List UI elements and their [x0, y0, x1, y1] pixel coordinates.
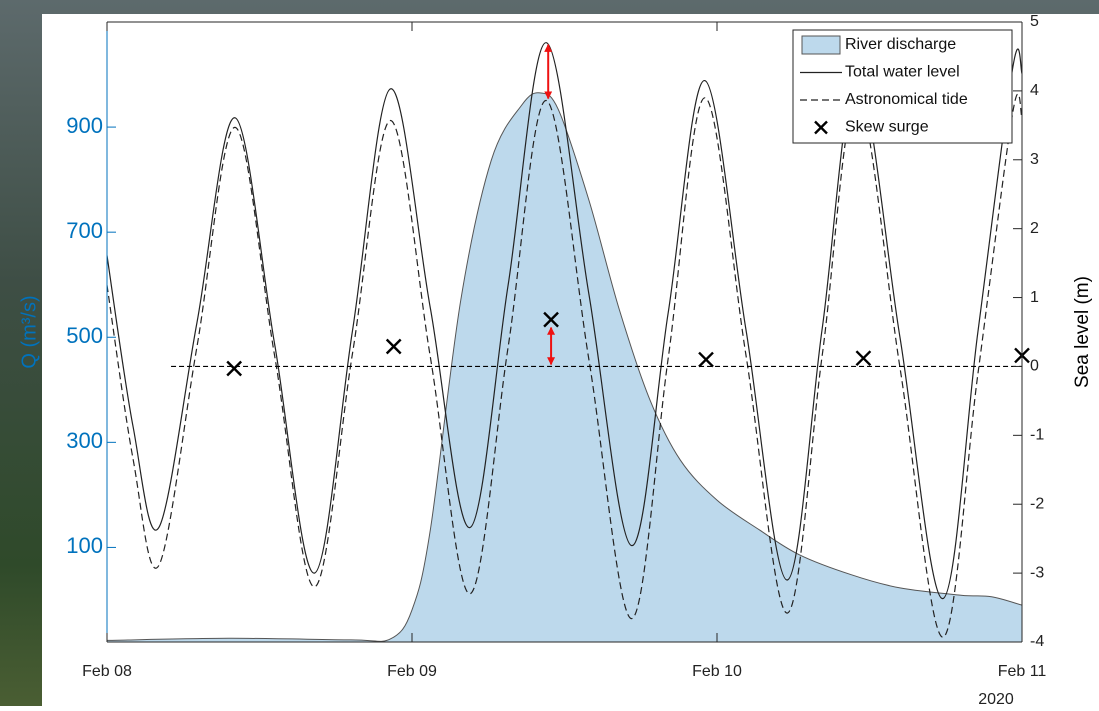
- legend-label: Astronomical tide: [845, 91, 968, 108]
- y-tick-label: 900: [66, 113, 103, 138]
- y2-axis-label: Sea level (m): [1072, 276, 1093, 388]
- y-tick-label: 300: [66, 428, 103, 453]
- y2-tick-label: 1: [1030, 289, 1039, 306]
- total-water-level-line: [107, 42, 1022, 600]
- skew-surge-marker: [698, 351, 714, 368]
- y2-tick-label: 2: [1030, 220, 1039, 237]
- y2-tick-label: 4: [1030, 82, 1039, 99]
- y2-tick-label: -2: [1030, 495, 1044, 512]
- skew-surge-marker: [543, 311, 559, 328]
- y-tick-label: 100: [66, 533, 103, 558]
- astronomical-tide-line: [107, 93, 1022, 638]
- legend-label: Total water level: [845, 64, 960, 81]
- y2-tick-label: -4: [1030, 633, 1044, 650]
- y2-tick-label: -1: [1030, 427, 1044, 444]
- y-tick-label: 700: [66, 218, 103, 243]
- x-tick-label: Feb 09: [387, 663, 437, 680]
- legend-swatch: [814, 120, 828, 135]
- plot-area: 100 300 500 700 900 -4 -3 -2 -1 0 1 2 3 4 5 Feb 08 Feb 0…: [18, 13, 1046, 680]
- x-tick-label: Feb 10: [692, 663, 742, 680]
- legend-label: Skew surge: [845, 119, 929, 136]
- y2-tick-label: -3: [1030, 564, 1044, 581]
- y-axis-label: Q (m³/s): [18, 295, 40, 368]
- skew-surge-marker: [855, 350, 872, 367]
- x-year-label: 2020: [978, 691, 1014, 706]
- y-tick-label: 500: [66, 323, 103, 348]
- x-tick-label: Feb 08: [82, 663, 132, 680]
- skew-surge-marker: [385, 338, 402, 355]
- x-tick-label: Feb 11: [998, 663, 1047, 680]
- series-layer: [107, 42, 1022, 642]
- y2-tick-label: 3: [1030, 151, 1039, 168]
- legend-label: River discharge: [845, 36, 956, 53]
- legend-swatch: [801, 35, 841, 55]
- y2-tick-label: 5: [1030, 13, 1039, 30]
- y2-tick-label: 0: [1030, 358, 1039, 375]
- skew-surge-marker: [226, 360, 243, 377]
